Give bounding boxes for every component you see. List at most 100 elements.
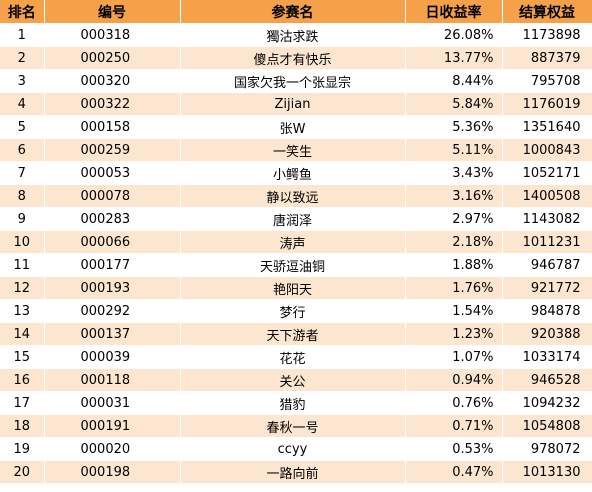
rate-cell: 0.53%: [405, 437, 503, 461]
rate-cell: 5.11%: [405, 138, 503, 162]
rank-cell: 4: [0, 92, 45, 116]
rate-cell: 1.88%: [405, 253, 503, 277]
rank-cell: 15: [0, 345, 45, 369]
id-cell: 000250: [44, 46, 181, 70]
equity-cell: 1143082: [502, 207, 592, 231]
rank-cell: 10: [0, 230, 45, 254]
name-cell: 涛声: [180, 230, 406, 254]
column-header-rank: 排名: [0, 0, 45, 24]
equity-cell: 921772: [502, 276, 592, 300]
rate-cell: 3.16%: [405, 184, 503, 208]
table-row: 20 000198 一路向前 0.47% 1013130: [0, 460, 592, 484]
table-row: 2 000250 傻点才有快乐 13.77% 887379: [0, 46, 592, 70]
rank-cell: 1: [0, 23, 45, 47]
table-row: 19 000020 ccyy 0.53% 978072: [0, 437, 592, 461]
rate-cell: 5.36%: [405, 115, 503, 139]
header-row: 排名 编号 参赛名 日收益率 结算权益: [0, 0, 592, 24]
equity-cell: 1176019: [502, 92, 592, 116]
rate-cell: 2.97%: [405, 207, 503, 231]
name-cell: 花花: [180, 345, 406, 369]
equity-cell: 887379: [502, 46, 592, 70]
id-cell: 000158: [44, 115, 181, 139]
name-cell: 小鳄鱼: [180, 161, 406, 185]
equity-cell: 1054808: [502, 414, 592, 438]
name-cell: 国家欠我一个张显宗: [180, 69, 406, 93]
name-cell: ccyy: [180, 437, 406, 461]
column-header-name: 参赛名: [180, 0, 406, 24]
id-cell: 000259: [44, 138, 181, 162]
table-row: 5 000158 张W 5.36% 1351640: [0, 115, 592, 139]
name-cell: 一路向前: [180, 460, 406, 484]
table-row: 4 000322 Zijian 5.84% 1176019: [0, 92, 592, 116]
id-cell: 000137: [44, 322, 181, 346]
id-cell: 000031: [44, 391, 181, 415]
rate-cell: 8.44%: [405, 69, 503, 93]
table-row: 15 000039 花花 1.07% 1033174: [0, 345, 592, 369]
name-cell: 一笑生: [180, 138, 406, 162]
table-row: 7 000053 小鳄鱼 3.43% 1052171: [0, 161, 592, 185]
rate-cell: 1.54%: [405, 299, 503, 323]
rate-cell: 0.76%: [405, 391, 503, 415]
table-row: 12 000193 艳阳天 1.76% 921772: [0, 276, 592, 300]
table-row: 16 000118 关公 0.94% 946528: [0, 368, 592, 392]
column-header-rate: 日收益率: [405, 0, 503, 24]
table-row: 6 000259 一笑生 5.11% 1000843: [0, 138, 592, 162]
name-cell: 静以致远: [180, 184, 406, 208]
id-cell: 000320: [44, 69, 181, 93]
rate-cell: 1.23%: [405, 322, 503, 346]
table-row: 18 000191 春秋一号 0.71% 1054808: [0, 414, 592, 438]
rate-cell: 5.84%: [405, 92, 503, 116]
equity-cell: 946787: [502, 253, 592, 277]
id-cell: 000191: [44, 414, 181, 438]
id-cell: 000318: [44, 23, 181, 47]
name-cell: 猎豹: [180, 391, 406, 415]
name-cell: 天下游者: [180, 322, 406, 346]
column-header-id: 编号: [44, 0, 181, 24]
rate-cell: 1.76%: [405, 276, 503, 300]
rate-cell: 0.47%: [405, 460, 503, 484]
equity-cell: 1400508: [502, 184, 592, 208]
rate-cell: 1.07%: [405, 345, 503, 369]
id-cell: 000198: [44, 460, 181, 484]
rate-cell: 13.77%: [405, 46, 503, 70]
rank-cell: 6: [0, 138, 45, 162]
table-row: 17 000031 猎豹 0.76% 1094232: [0, 391, 592, 415]
rank-cell: 13: [0, 299, 45, 323]
rank-cell: 7: [0, 161, 45, 185]
equity-cell: 795708: [502, 69, 592, 93]
rank-cell: 5: [0, 115, 45, 139]
equity-cell: 920388: [502, 322, 592, 346]
equity-cell: 1000843: [502, 138, 592, 162]
id-cell: 000283: [44, 207, 181, 231]
id-cell: 000177: [44, 253, 181, 277]
equity-cell: 1013130: [502, 460, 592, 484]
equity-cell: 1094232: [502, 391, 592, 415]
name-cell: 春秋一号: [180, 414, 406, 438]
rate-cell: 0.94%: [405, 368, 503, 392]
rank-cell: 8: [0, 184, 45, 208]
rank-cell: 12: [0, 276, 45, 300]
id-cell: 000066: [44, 230, 181, 254]
rank-cell: 3: [0, 69, 45, 93]
table-row: 14 000137 天下游者 1.23% 920388: [0, 322, 592, 346]
column-header-equity: 结算权益: [502, 0, 592, 24]
equity-cell: 946528: [502, 368, 592, 392]
rank-cell: 18: [0, 414, 45, 438]
name-cell: 关公: [180, 368, 406, 392]
name-cell: Zijian: [180, 92, 406, 116]
rate-cell: 26.08%: [405, 23, 503, 47]
id-cell: 000039: [44, 345, 181, 369]
rank-cell: 16: [0, 368, 45, 392]
equity-cell: 1052171: [502, 161, 592, 185]
rank-cell: 19: [0, 437, 45, 461]
name-cell: 唐润泽: [180, 207, 406, 231]
name-cell: 张W: [180, 115, 406, 139]
rank-cell: 14: [0, 322, 45, 346]
name-cell: 傻点才有快乐: [180, 46, 406, 70]
rate-cell: 3.43%: [405, 161, 503, 185]
id-cell: 000053: [44, 161, 181, 185]
equity-cell: 978072: [502, 437, 592, 461]
name-cell: 梦行: [180, 299, 406, 323]
table-row: 9 000283 唐润泽 2.97% 1143082: [0, 207, 592, 231]
